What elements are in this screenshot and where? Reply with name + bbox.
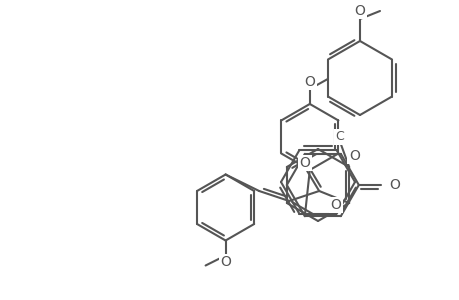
Text: O: O — [388, 178, 399, 192]
Text: O: O — [220, 256, 230, 269]
Text: C: C — [334, 130, 343, 143]
Text: O: O — [330, 198, 341, 212]
Text: O: O — [304, 75, 314, 89]
Text: O: O — [354, 4, 364, 18]
Text: O: O — [348, 149, 359, 163]
Text: O: O — [299, 156, 310, 170]
